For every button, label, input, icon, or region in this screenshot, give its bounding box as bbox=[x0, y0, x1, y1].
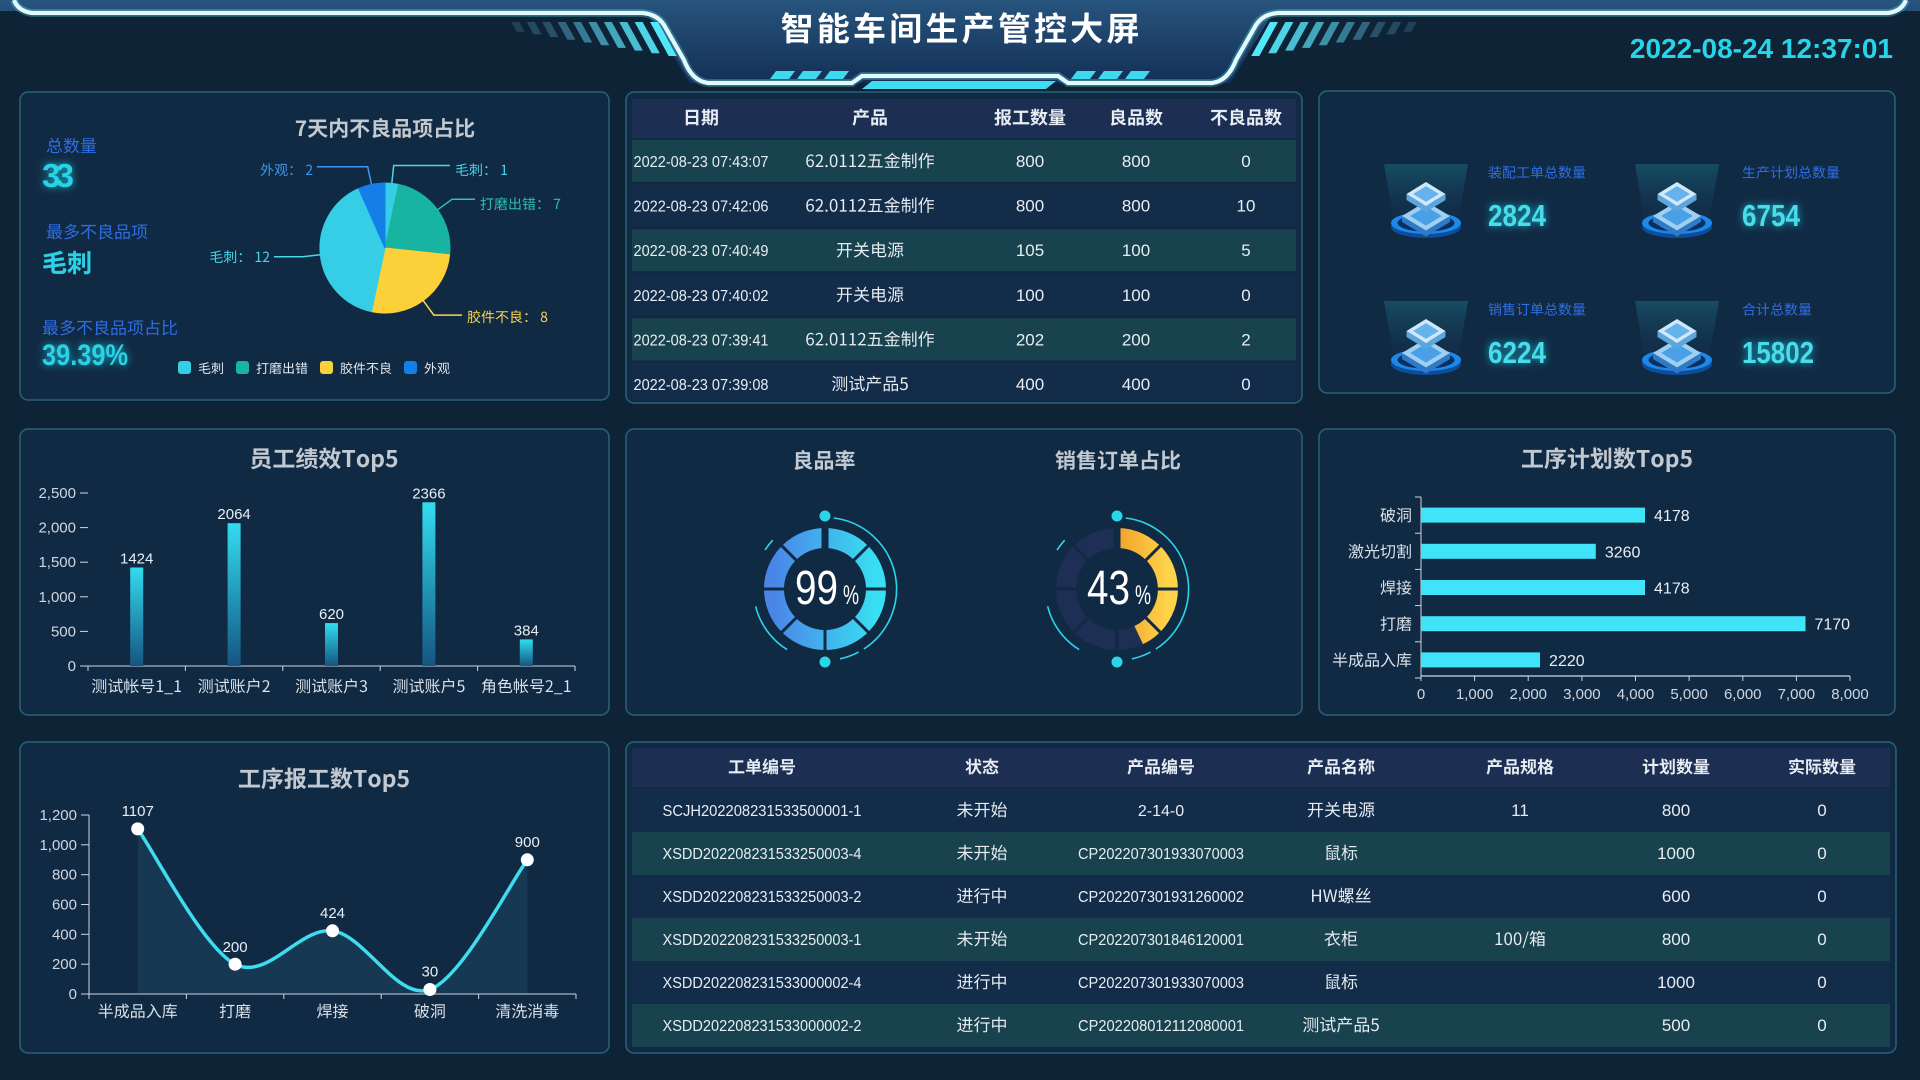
svg-text:2022-08-23 07:40:49: 2022-08-23 07:40:49 bbox=[634, 243, 769, 260]
svg-text:800: 800 bbox=[1016, 152, 1044, 171]
svg-text:620: 620 bbox=[319, 606, 344, 623]
svg-text:CP202207301846120001: CP202207301846120001 bbox=[1078, 932, 1244, 949]
svg-text:100: 100 bbox=[1016, 286, 1044, 305]
svg-text:6224: 6224 bbox=[1488, 335, 1547, 370]
svg-text:0: 0 bbox=[1241, 152, 1250, 171]
svg-text:2-14-0: 2-14-0 bbox=[1138, 803, 1184, 820]
svg-text:2824: 2824 bbox=[1488, 198, 1547, 233]
svg-text:1000: 1000 bbox=[1657, 844, 1695, 863]
svg-text:1,500: 1,500 bbox=[38, 554, 76, 571]
svg-text:0: 0 bbox=[1817, 887, 1826, 906]
svg-text:6,000: 6,000 bbox=[1724, 686, 1762, 703]
svg-text:0: 0 bbox=[1817, 930, 1826, 949]
svg-text:202: 202 bbox=[1016, 330, 1044, 349]
svg-text:2022-08-24 12:37:01: 2022-08-24 12:37:01 bbox=[1630, 33, 1893, 64]
svg-text:CP202207301933070003: CP202207301933070003 bbox=[1078, 975, 1244, 992]
svg-text:0: 0 bbox=[1241, 286, 1250, 305]
svg-text:105: 105 bbox=[1016, 241, 1044, 260]
svg-text:2220: 2220 bbox=[1549, 653, 1585, 670]
svg-text:33: 33 bbox=[42, 157, 74, 194]
svg-text:8,000: 8,000 bbox=[1831, 686, 1869, 703]
svg-text:2022-08-23 07:43:07: 2022-08-23 07:43:07 bbox=[634, 154, 769, 171]
svg-text:4,000: 4,000 bbox=[1617, 686, 1655, 703]
svg-text:6754: 6754 bbox=[1742, 198, 1801, 233]
svg-text:400: 400 bbox=[1122, 375, 1150, 394]
svg-text:4178: 4178 bbox=[1654, 508, 1690, 525]
svg-text:2: 2 bbox=[1241, 330, 1250, 349]
svg-text:400: 400 bbox=[52, 926, 77, 943]
svg-text:43: 43 bbox=[1087, 562, 1130, 615]
svg-text:3,000: 3,000 bbox=[1563, 686, 1601, 703]
svg-text:7170: 7170 bbox=[1814, 617, 1850, 634]
svg-text:0: 0 bbox=[69, 986, 77, 1003]
svg-text:200: 200 bbox=[1122, 330, 1150, 349]
svg-text:0: 0 bbox=[1817, 973, 1826, 992]
svg-text:0: 0 bbox=[1417, 686, 1425, 703]
svg-text:1,000: 1,000 bbox=[39, 837, 77, 854]
svg-text:400: 400 bbox=[1016, 375, 1044, 394]
svg-text:XSDD202208231533250003-4: XSDD202208231533250003-4 bbox=[663, 846, 862, 863]
svg-text:200: 200 bbox=[52, 956, 77, 973]
svg-text:500: 500 bbox=[51, 623, 76, 640]
svg-text:0: 0 bbox=[1817, 844, 1826, 863]
svg-text:4178: 4178 bbox=[1654, 581, 1690, 598]
svg-text:%: % bbox=[843, 580, 859, 610]
svg-text:XSDD202208231533000002-2: XSDD202208231533000002-2 bbox=[663, 1018, 862, 1035]
svg-text:600: 600 bbox=[1662, 887, 1690, 906]
svg-text:800: 800 bbox=[52, 867, 77, 884]
svg-text:0: 0 bbox=[1241, 375, 1250, 394]
svg-text:2022-08-23 07:42:06: 2022-08-23 07:42:06 bbox=[634, 199, 769, 216]
svg-text:CP202207301931260002: CP202207301931260002 bbox=[1078, 889, 1244, 906]
svg-text:800: 800 bbox=[1122, 197, 1150, 216]
svg-text:1,000: 1,000 bbox=[38, 589, 76, 606]
svg-text:CP202208012112080001: CP202208012112080001 bbox=[1078, 1018, 1244, 1035]
svg-text:5: 5 bbox=[1241, 241, 1250, 260]
svg-text:10: 10 bbox=[1237, 197, 1256, 216]
svg-text:CP202207301933070003: CP202207301933070003 bbox=[1078, 846, 1244, 863]
svg-text:1000: 1000 bbox=[1657, 973, 1695, 992]
svg-text:2064: 2064 bbox=[217, 506, 250, 523]
svg-text:1107: 1107 bbox=[122, 803, 154, 820]
svg-text:SCJH202208231533500001-1: SCJH202208231533500001-1 bbox=[663, 803, 862, 820]
svg-text:99: 99 bbox=[795, 562, 838, 615]
svg-text:XSDD202208231533250003-2: XSDD202208231533250003-2 bbox=[663, 889, 862, 906]
svg-text:2,500: 2,500 bbox=[38, 485, 76, 502]
svg-text:%: % bbox=[1135, 580, 1151, 610]
svg-text:11: 11 bbox=[1511, 801, 1529, 820]
svg-text:200: 200 bbox=[223, 939, 248, 956]
svg-text:424: 424 bbox=[320, 905, 345, 922]
svg-text:3260: 3260 bbox=[1605, 544, 1641, 561]
svg-text:30: 30 bbox=[422, 964, 439, 981]
svg-text:900: 900 bbox=[515, 834, 540, 851]
svg-text:0: 0 bbox=[68, 658, 76, 675]
svg-text:5,000: 5,000 bbox=[1670, 686, 1708, 703]
svg-text:XSDD202208231533250003-1: XSDD202208231533250003-1 bbox=[663, 932, 862, 949]
svg-text:15802: 15802 bbox=[1742, 335, 1814, 370]
svg-text:7,000: 7,000 bbox=[1778, 686, 1816, 703]
svg-text:0: 0 bbox=[1817, 801, 1826, 820]
svg-text:2,000: 2,000 bbox=[38, 520, 76, 537]
svg-text:384: 384 bbox=[514, 622, 539, 639]
svg-text:1,200: 1,200 bbox=[39, 807, 77, 824]
svg-text:2022-08-23 07:39:41: 2022-08-23 07:39:41 bbox=[634, 332, 769, 349]
svg-text:100: 100 bbox=[1122, 286, 1150, 305]
svg-text:600: 600 bbox=[52, 897, 77, 914]
svg-text:800: 800 bbox=[1122, 152, 1150, 171]
svg-text:2022-08-23 07:39:08: 2022-08-23 07:39:08 bbox=[634, 377, 769, 394]
svg-text:2,000: 2,000 bbox=[1509, 686, 1547, 703]
svg-text:0: 0 bbox=[1817, 1016, 1826, 1035]
svg-text:800: 800 bbox=[1662, 930, 1690, 949]
svg-text:800: 800 bbox=[1662, 801, 1690, 820]
svg-text:100: 100 bbox=[1122, 241, 1150, 260]
svg-text:2366: 2366 bbox=[412, 485, 445, 502]
svg-text:39.39%: 39.39% bbox=[42, 339, 128, 372]
svg-text:XSDD202208231533000002-4: XSDD202208231533000002-4 bbox=[663, 975, 862, 992]
svg-text:800: 800 bbox=[1016, 197, 1044, 216]
svg-text:1,000: 1,000 bbox=[1456, 686, 1494, 703]
svg-text:500: 500 bbox=[1662, 1016, 1690, 1035]
svg-text:1424: 1424 bbox=[120, 550, 153, 567]
svg-text:2022-08-23 07:40:02: 2022-08-23 07:40:02 bbox=[634, 288, 769, 305]
